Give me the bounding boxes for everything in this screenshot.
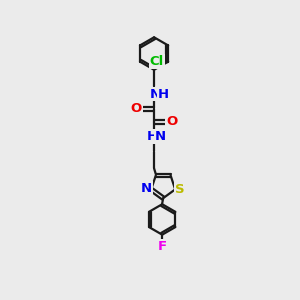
Text: F: F — [158, 240, 167, 253]
Text: N: N — [150, 88, 161, 101]
Text: O: O — [166, 116, 177, 128]
Text: Cl: Cl — [150, 55, 164, 68]
Text: S: S — [175, 182, 184, 196]
Text: N: N — [141, 182, 152, 195]
Text: N: N — [154, 130, 166, 143]
Text: H: H — [158, 88, 169, 101]
Text: O: O — [131, 102, 142, 115]
Text: H: H — [147, 130, 158, 143]
